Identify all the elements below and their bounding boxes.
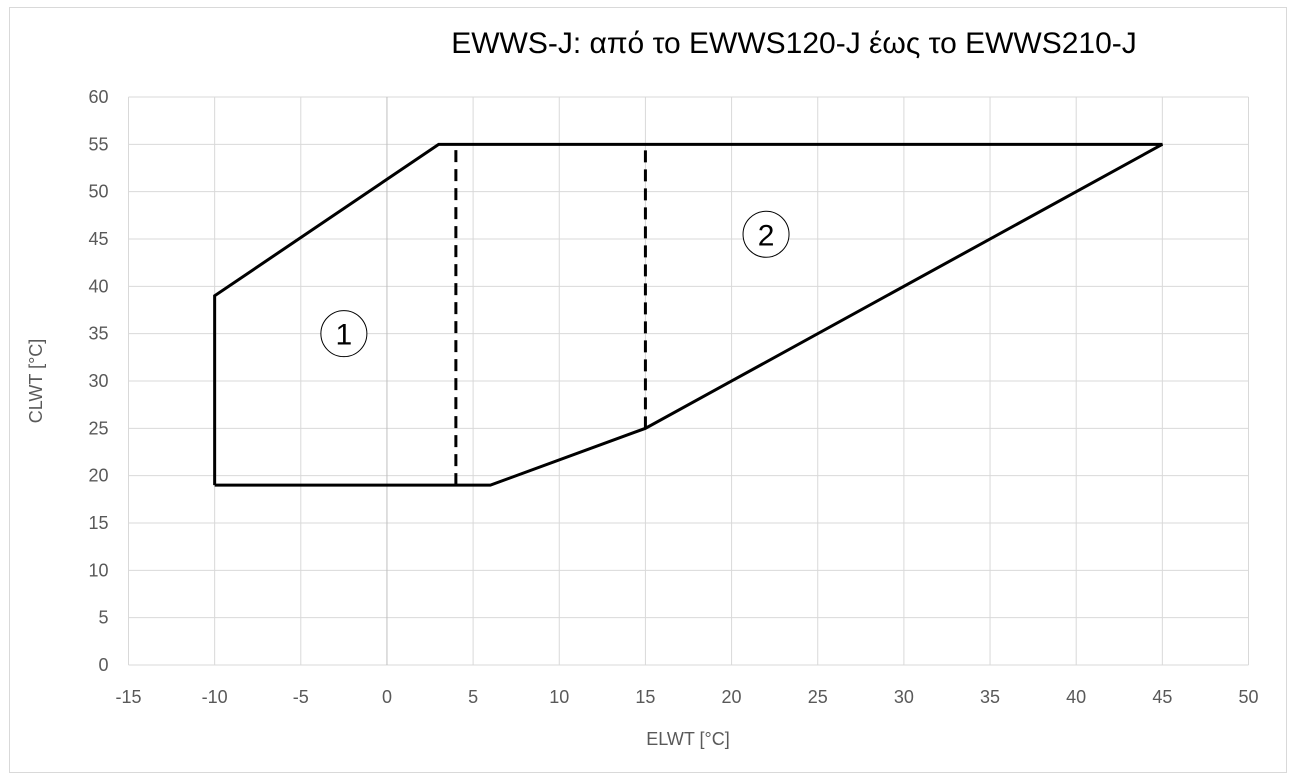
y-tick-label: 0 <box>98 655 108 675</box>
x-tick-label: -10 <box>202 687 228 707</box>
x-tick-label: 30 <box>894 687 914 707</box>
y-tick-label: 20 <box>88 466 108 486</box>
x-tick-label: 20 <box>722 687 742 707</box>
y-tick-label: 35 <box>88 324 108 344</box>
x-tick-label: -15 <box>115 687 141 707</box>
x-tick-label: 35 <box>980 687 1000 707</box>
y-tick-label: 10 <box>88 560 108 580</box>
region-annotations: 12 <box>320 210 790 358</box>
region-marker-label: 1 <box>336 319 353 352</box>
region-marker-circle <box>320 310 368 358</box>
x-tick-label: 25 <box>808 687 828 707</box>
y-tick-label: 40 <box>88 276 108 296</box>
chart-frame <box>9 7 1287 773</box>
y-axis-title: CLWT [°C] <box>26 339 46 424</box>
y-tick-label: 45 <box>88 229 108 249</box>
tick-labels: 0 5 10 15 20 25 30 35 40 45 50 55 60 -15 -10 -5 0 5 10 15 20… <box>88 87 1258 707</box>
y-tick-label: 50 <box>88 182 108 202</box>
x-axis-title: ELWT [°C] <box>646 729 730 749</box>
y-tick-label: 15 <box>88 513 108 533</box>
envelope-series <box>213 142 1164 487</box>
region-marker-circle <box>742 210 790 258</box>
x-tick-label: 0 <box>382 687 392 707</box>
y-tick-label: 55 <box>88 134 108 154</box>
operating-envelope-outline <box>213 142 1164 487</box>
y-tick-label: 25 <box>88 418 108 438</box>
y-tick-label: 5 <box>98 608 108 628</box>
y-tick-label: 60 <box>88 87 108 107</box>
x-tick-label: 40 <box>1066 687 1086 707</box>
chart-title: EWWS-J: από το EWWS120-J έως το EWWS210-… <box>451 27 1137 60</box>
x-tick-label: 50 <box>1238 687 1258 707</box>
y-tick-label: 30 <box>88 371 108 391</box>
x-tick-label: 5 <box>468 687 478 707</box>
x-tick-label: 45 <box>1152 687 1172 707</box>
x-tick-label: 15 <box>635 687 655 707</box>
grid-lines <box>128 96 1249 666</box>
x-tick-label: 10 <box>549 687 569 707</box>
x-tick-label: -5 <box>293 687 309 707</box>
region-marker-label: 2 <box>758 219 775 252</box>
